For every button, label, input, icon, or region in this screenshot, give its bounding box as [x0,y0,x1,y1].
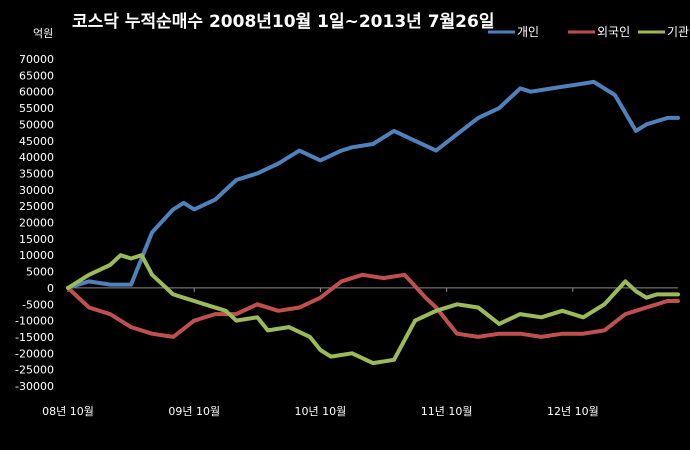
legend-label: 외국인 [597,25,630,39]
y-tick-label: 10000 [19,249,54,262]
y-axis-unit: 억원 [33,27,53,40]
y-tick-label: 55000 [19,102,54,115]
y-tick-label: -10000 [15,315,54,328]
legend-label: 기관 [667,25,689,39]
x-tick-label: 08년 10월 [42,405,94,418]
y-tick-label: 70000 [19,53,54,66]
series-lines [66,79,680,366]
y-axis-ticks: 7000065000600005500050000450004000035000… [15,53,54,393]
y-tick-label: -25000 [15,364,54,377]
y-tick-label: 50000 [19,118,54,131]
y-tick-label: 25000 [19,200,54,213]
y-tick-label: 65000 [19,69,54,82]
y-tick-label: 5000 [26,266,54,279]
x-axis-ticks: 08년 10월 09년 10월 10년 10월 11년 10월 12년 10월 [42,287,599,418]
y-tick-label: -20000 [15,347,54,360]
series-line-0 [66,79,680,290]
legend-label: 개인 [517,25,539,39]
y-tick-label: 0 [47,282,54,295]
y-tick-label: -30000 [15,380,54,393]
y-tick-label: 20000 [19,217,54,230]
y-tick-label: -15000 [15,331,54,344]
x-tick-label: 12년 10월 [547,405,599,418]
y-tick-label: 60000 [19,86,54,99]
y-tick-label: 40000 [19,151,54,164]
y-tick-label: 15000 [19,233,54,246]
x-tick-label: 09년 10월 [168,405,220,418]
legend: 개인 외국인 기관 [488,25,689,39]
y-tick-label: 45000 [19,135,54,148]
chart-title: 코스닥 누적순매수 2008년10월 1일~2013년 7월26일 [72,12,494,32]
y-tick-label: 35000 [19,167,54,180]
x-tick-label: 11년 10월 [421,405,473,418]
series-line-1 [66,272,680,339]
x-tick-label: 10년 10월 [295,405,347,418]
y-tick-label: 30000 [19,184,54,197]
y-tick-label: -5000 [22,298,54,311]
series-line-2 [66,253,680,366]
